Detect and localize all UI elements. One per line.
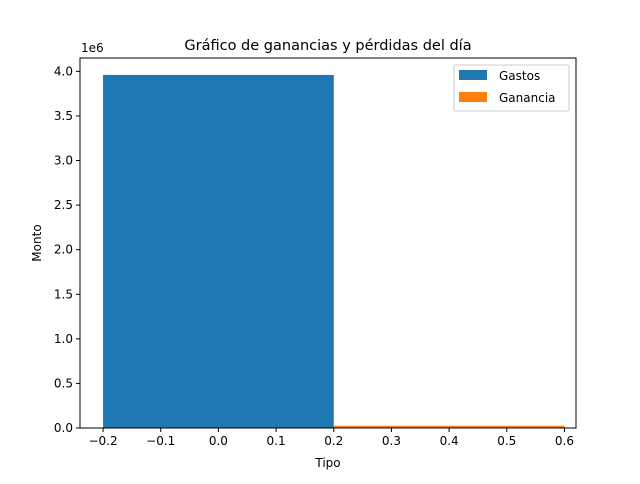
bars-layer xyxy=(103,74,565,428)
legend-swatch-ganancia xyxy=(459,92,487,102)
y-tick-label: 1.5 xyxy=(54,287,73,301)
y-tick-label: 2.0 xyxy=(54,243,73,257)
x-tick-label: 0.2 xyxy=(324,434,343,448)
x-tick-label: 0.0 xyxy=(209,434,228,448)
y-tick-label: 0.0 xyxy=(54,421,73,435)
y-tick-label: 3.0 xyxy=(54,154,73,168)
x-tick-label: −0.1 xyxy=(146,434,175,448)
legend-label-gastos: Gastos xyxy=(499,69,540,83)
x-tick-label: 0.1 xyxy=(267,434,286,448)
x-tick-label: 0.3 xyxy=(382,434,401,448)
legend-label-ganancia: Ganancia xyxy=(499,91,556,105)
bar-ganancia xyxy=(333,425,565,428)
x-axis-label: Tipo xyxy=(314,456,340,470)
y-tick-label: 1.0 xyxy=(54,332,73,346)
plot-frame xyxy=(79,57,577,429)
x-tick-label: 0.6 xyxy=(555,434,574,448)
y-tick-label: 0.5 xyxy=(54,376,73,390)
bar-gastos xyxy=(103,74,334,428)
legend: Gastos Ganancia xyxy=(453,64,570,112)
legend-swatch-gastos xyxy=(459,70,487,80)
x-axis-ticks: −0.2 −0.1 0.0 0.1 0.2 0.3 0.4 0.5 0.6 xyxy=(88,428,574,448)
x-tick-label: 0.4 xyxy=(440,434,459,448)
x-tick-label: 0.5 xyxy=(497,434,516,448)
chart-title: Gráfico de ganancias y pérdidas del día xyxy=(184,38,471,54)
x-tick-label: −0.2 xyxy=(88,434,117,448)
y-tick-label: 4.0 xyxy=(54,64,73,78)
y-axis-offset-text: 1e6 xyxy=(81,41,104,55)
y-tick-label: 3.5 xyxy=(54,109,73,123)
y-tick-label: 2.5 xyxy=(54,198,73,212)
y-axis-label: Monto xyxy=(30,224,44,261)
y-axis-ticks: 0.0 0.5 1.0 1.5 2.0 2.5 3.0 3.5 4.0 xyxy=(54,64,80,435)
